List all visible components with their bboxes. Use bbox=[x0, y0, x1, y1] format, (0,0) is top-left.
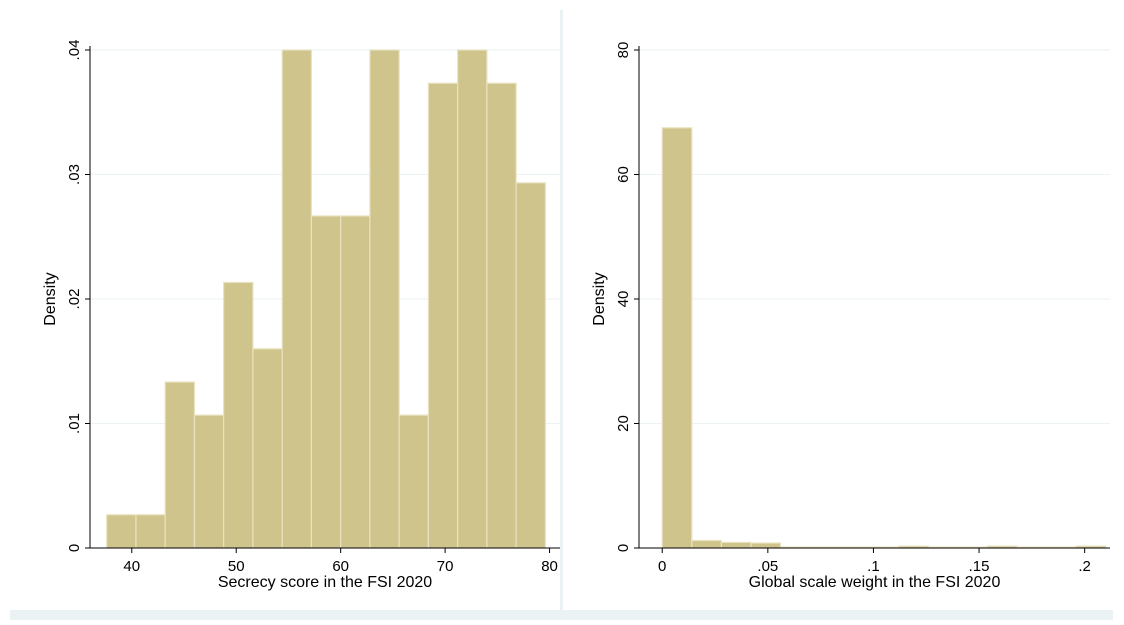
histogram-bar bbox=[691, 539, 722, 549]
x-axis-title: Global scale weight in the FSI 2020 bbox=[749, 574, 1001, 591]
y-tick-label: 20 bbox=[615, 415, 632, 432]
histogram-bar bbox=[720, 541, 752, 549]
y-axis-title: Density bbox=[591, 272, 608, 325]
y-tick-label: 80 bbox=[615, 42, 632, 59]
histogram-bar bbox=[281, 49, 313, 549]
x-axis-title: Secrecy score in the FSI 2020 bbox=[218, 574, 432, 591]
x-tick-label: .15 bbox=[969, 558, 990, 575]
x-tick-label: .1 bbox=[867, 558, 880, 575]
histogram-bar bbox=[106, 514, 137, 549]
histogram-bar bbox=[164, 381, 196, 549]
histogram-bar bbox=[310, 215, 342, 549]
histogram-bar bbox=[750, 542, 782, 549]
histogram-bar bbox=[340, 215, 371, 549]
y-tick-label: .04 bbox=[66, 40, 83, 61]
x-tick-label: .2 bbox=[1078, 558, 1091, 575]
x-tick-label: 0 bbox=[658, 558, 666, 575]
x-tick-label: 80 bbox=[541, 558, 558, 575]
x-tick-label: 40 bbox=[123, 558, 140, 575]
x-tick-label: .05 bbox=[757, 558, 778, 575]
y-tick-label: .02 bbox=[66, 289, 83, 310]
histogram-bar bbox=[135, 514, 166, 549]
histogram-bar bbox=[369, 49, 400, 549]
histogram-bar bbox=[486, 82, 517, 549]
y-tick-label: 0 bbox=[615, 544, 632, 552]
histogram-bar bbox=[427, 82, 459, 549]
x-tick-label: 50 bbox=[228, 558, 245, 575]
histogram-bar bbox=[223, 281, 254, 549]
panel-background bbox=[563, 10, 1113, 610]
y-tick-label: 60 bbox=[615, 166, 632, 183]
y-tick-label: .03 bbox=[66, 164, 83, 185]
y-tick-label: .01 bbox=[66, 413, 83, 434]
chart-panel-1: 0 .01 .02 .03 .04 40 50 60 70 80 Secrecy score in … bbox=[10, 10, 560, 610]
chart-panel-2: 0 20 40 60 80 0 .05 .1 .15 .2 Global scale weight … bbox=[563, 10, 1113, 610]
x-tick-label: 60 bbox=[332, 558, 349, 575]
histogram-bar bbox=[252, 348, 283, 549]
chart-figure: 0 .01 .02 .03 .04 40 50 60 70 80 Secrecy score in … bbox=[10, 10, 1113, 620]
y-axis-title: Density bbox=[42, 272, 59, 325]
histogram-bar bbox=[398, 414, 429, 549]
histogram-bar bbox=[193, 414, 225, 549]
histogram-bar bbox=[661, 127, 693, 549]
y-tick-label: 0 bbox=[66, 544, 83, 552]
histogram-bar bbox=[515, 182, 546, 549]
histogram-bar bbox=[457, 49, 488, 549]
chart-svg: 0 .01 .02 .03 .04 40 50 60 70 80 Secrecy score in … bbox=[10, 10, 1113, 610]
x-tick-label: 70 bbox=[437, 558, 454, 575]
y-tick-label: 40 bbox=[615, 291, 632, 308]
